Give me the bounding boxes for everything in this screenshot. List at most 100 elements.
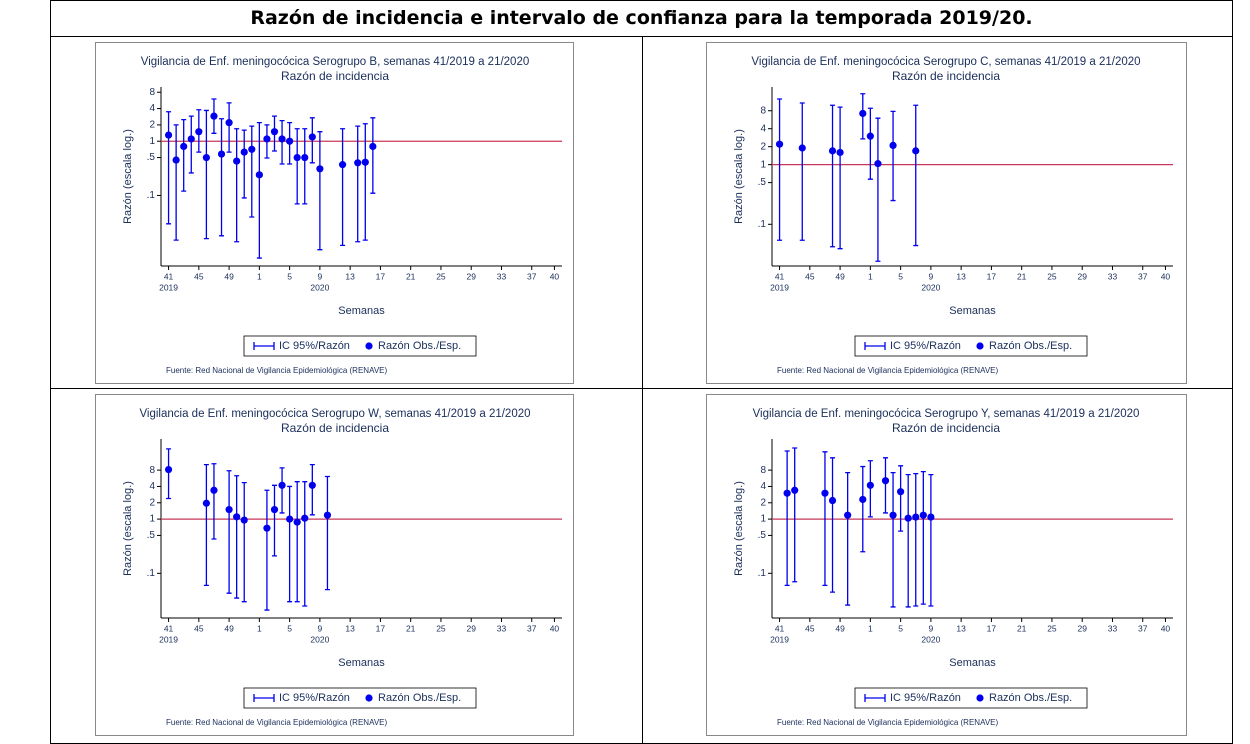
- x-axis-label: Semanas: [338, 657, 385, 669]
- legend-interval-symbol: [253, 694, 275, 702]
- error-bar: [905, 474, 911, 608]
- point: [912, 513, 920, 521]
- y-tick-label: .1: [758, 219, 767, 230]
- x-tick-label: 9: [318, 623, 323, 633]
- x-year-label: 2019: [159, 282, 178, 292]
- x-tick-label: 25: [1047, 623, 1057, 633]
- legend-box: [243, 335, 477, 357]
- x-tick-label: 29: [466, 623, 476, 633]
- error-bar: [226, 102, 232, 153]
- error-bar: [241, 129, 247, 199]
- x-tick-label: 25: [1047, 271, 1057, 281]
- error-bar: [241, 482, 247, 603]
- error-bar: [287, 485, 293, 603]
- point: [233, 157, 241, 165]
- point: [195, 128, 203, 136]
- error-bar: [324, 475, 330, 591]
- y-tick-label: 8: [760, 465, 766, 476]
- point: [210, 112, 218, 120]
- source-note: Fuente: Red Nacional de Vigilancia Epide…: [777, 366, 998, 375]
- point: [889, 141, 897, 150]
- point: [844, 511, 852, 519]
- point: [828, 496, 837, 505]
- error-bar: [166, 448, 172, 500]
- error-bar: [181, 118, 187, 192]
- x-tick-label: 45: [805, 271, 815, 281]
- x-tick-label: 1: [868, 271, 873, 281]
- point: [225, 505, 233, 514]
- error-bar: [920, 470, 926, 605]
- point: [187, 135, 195, 143]
- error-bar: [867, 107, 873, 180]
- y-tick-label: 2: [149, 497, 155, 508]
- point: [859, 495, 867, 504]
- error-bar: [256, 122, 262, 259]
- error-bar: [264, 489, 270, 611]
- y-tick-label: 8: [149, 465, 155, 476]
- error-bar: [799, 102, 805, 241]
- x-tick-label: 40: [550, 271, 560, 281]
- chart: Vigilancia de Enf. meningocócica Serogru…: [95, 42, 574, 384]
- point: [240, 148, 248, 156]
- point: [286, 515, 294, 523]
- y-tick-label: 8: [760, 105, 766, 116]
- y-tick-label: 4: [149, 103, 155, 114]
- x-tick-label: 13: [956, 623, 966, 633]
- error-bar: [317, 131, 323, 251]
- legend-point-symbol: [365, 342, 373, 350]
- x-tick-label: 33: [497, 623, 507, 633]
- point: [293, 518, 301, 526]
- point: [783, 489, 791, 497]
- point: [866, 132, 874, 140]
- table-border: [50, 0, 1233, 1]
- legend-label: Razón Obs./Esp.: [989, 692, 1072, 704]
- point: [775, 140, 784, 148]
- x-tick-label: 13: [956, 271, 966, 281]
- x-tick-label: 9: [929, 623, 934, 633]
- y-tick-label: 4: [760, 481, 766, 492]
- x-tick-label: 37: [1138, 623, 1148, 633]
- x-year-label: 2020: [310, 282, 329, 292]
- x-tick-label: 1: [257, 623, 262, 633]
- error-bar: [166, 111, 172, 225]
- point: [354, 159, 362, 167]
- y-tick-label: 1: [760, 514, 766, 525]
- point: [293, 153, 301, 162]
- x-tick-label: 25: [436, 623, 446, 633]
- x-tick-label: 9: [929, 271, 934, 281]
- y-tick-label: .5: [147, 152, 156, 163]
- error-bar: [211, 463, 217, 540]
- error-bar: [173, 124, 179, 241]
- point: [263, 135, 271, 143]
- x-year-label: 2019: [159, 634, 178, 644]
- y-tick-label: 8: [149, 87, 155, 98]
- x-axis-label: Semanas: [949, 305, 996, 317]
- y-tick-label: 2: [149, 120, 155, 131]
- point: [338, 161, 347, 169]
- chart-subtitle: Razón de incidencia: [281, 421, 389, 435]
- x-tick-label: 1: [868, 623, 873, 633]
- legend-point-symbol: [365, 694, 373, 702]
- legend-label: Razón Obs./Esp.: [378, 692, 461, 704]
- x-axis-label: Semanas: [949, 657, 996, 669]
- error-bar: [822, 451, 828, 587]
- error-bar: [309, 463, 315, 516]
- x-tick-label: 17: [376, 623, 386, 633]
- error-bar: [875, 117, 881, 262]
- point: [180, 142, 188, 151]
- x-tick-label: 41: [164, 623, 174, 633]
- source-note: Fuente: Red Nacional de Vigilancia Epide…: [777, 718, 998, 727]
- y-axis-label: Razón (escala log.): [733, 129, 745, 224]
- point: [323, 511, 332, 519]
- point: [897, 488, 905, 496]
- x-tick-label: 21: [1017, 623, 1027, 633]
- legend-label: IC 95%/Razón: [279, 340, 350, 352]
- x-tick-label: 37: [527, 623, 537, 633]
- error-bar: [234, 128, 240, 243]
- point: [859, 109, 867, 118]
- legend-box: [243, 687, 477, 709]
- error-bar: [362, 123, 368, 241]
- point: [172, 156, 180, 164]
- x-tick-label: 5: [898, 623, 903, 633]
- x-year-label: 2020: [310, 634, 329, 644]
